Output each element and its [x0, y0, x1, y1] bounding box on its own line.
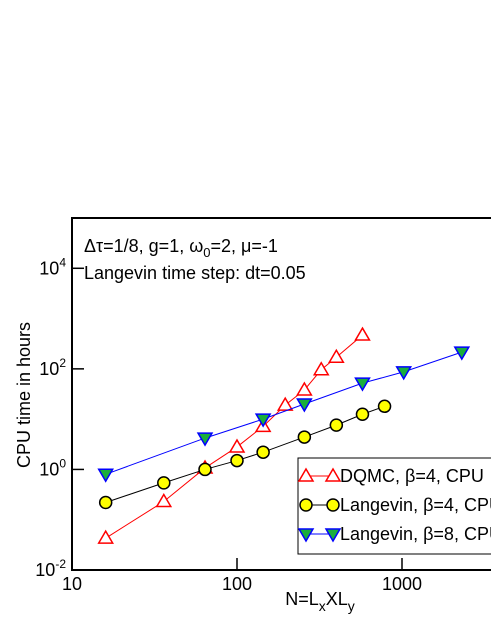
x-tick-label: 1000 [382, 574, 422, 594]
y-tick-exponent: -2 [55, 557, 66, 571]
marker [299, 498, 313, 512]
marker [355, 407, 370, 422]
y-tick-base: 10 [39, 258, 59, 278]
y-tick-label: 102 [39, 356, 66, 379]
marker [354, 377, 371, 392]
marker [198, 462, 212, 477]
marker [296, 398, 313, 413]
marker [296, 381, 313, 396]
marker [97, 468, 114, 483]
annotation: Langevin time step: dt=0.05 [84, 263, 306, 283]
marker [326, 498, 340, 512]
marker [329, 418, 344, 432]
marker [196, 432, 214, 447]
x-label-sub: x [319, 598, 326, 614]
legend-label: Langevin, β=8, CPU [340, 524, 491, 544]
annotation-sub: 0 [203, 245, 210, 260]
marker [324, 528, 342, 543]
marker [155, 493, 173, 508]
plot-frame [71, 217, 491, 571]
x-axis-label: N=LxXLy [285, 589, 355, 614]
legend-label: DQMC, β=4, CPU [340, 466, 484, 486]
x-tick-label: 10 [62, 574, 82, 594]
y-tick-base: 10 [39, 359, 59, 379]
annotation-part: Δτ=1/8, g=1, ω [84, 236, 203, 256]
y-tick-base: 10 [39, 459, 59, 479]
y-tick-base: 10 [35, 560, 55, 580]
marker [395, 366, 413, 381]
x-label-part: N=L [285, 589, 319, 609]
marker [312, 361, 330, 376]
x-label-sub: y [348, 598, 355, 614]
marker [97, 529, 114, 544]
marker [276, 396, 294, 411]
marker [256, 445, 270, 459]
annotation: Δτ=1/8, g=1, ω0=2, μ=-1 [84, 236, 278, 260]
y-tick-label: 10-2 [35, 557, 66, 580]
series-line [105, 334, 363, 539]
marker [354, 326, 371, 341]
y-tick-exponent: 4 [59, 255, 66, 269]
y-tick-label: 104 [39, 255, 66, 278]
x-tick-label: 100 [222, 574, 252, 594]
marker [228, 438, 246, 453]
marker [328, 348, 345, 364]
marker [297, 430, 312, 444]
marker [254, 413, 272, 428]
marker [297, 467, 315, 482]
y-tick-label: 100 [39, 456, 66, 479]
marker [453, 346, 471, 361]
y-tick-exponent: 2 [59, 356, 66, 370]
y-axis-label: CPU time in hours [14, 322, 34, 468]
marker [230, 453, 244, 468]
marker [157, 476, 171, 490]
marker [377, 399, 392, 414]
annotation-part: =2, μ=-1 [211, 236, 278, 256]
legend-label: Langevin, β=4, CPU [340, 495, 491, 515]
y-tick-exponent: 0 [59, 456, 66, 470]
marker [324, 467, 342, 482]
marker [98, 495, 113, 510]
marker [297, 528, 315, 543]
x-label-part: XL [326, 589, 348, 609]
